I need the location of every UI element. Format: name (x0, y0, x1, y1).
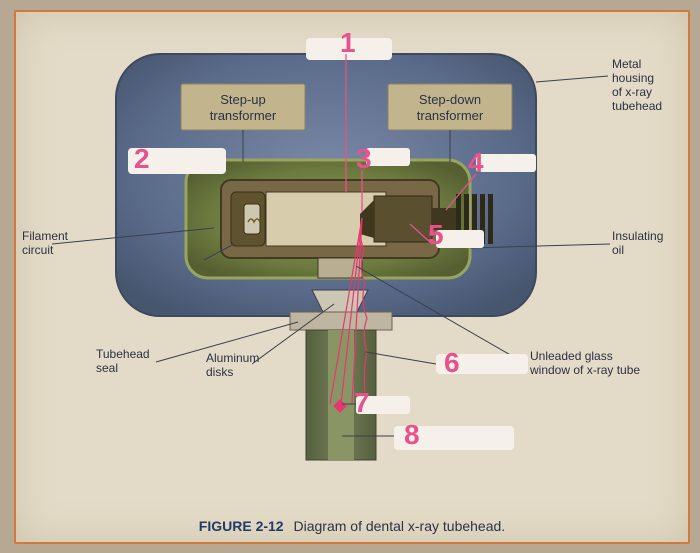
annot-7: 7 (354, 387, 370, 418)
anode-block (374, 196, 432, 242)
diagram-svg: Metal housing of x-ray tubehead Step-up … (16, 12, 688, 482)
step-down-box (388, 84, 512, 130)
label-insulating-l1: Insulating (612, 229, 663, 243)
label-aluminum-l2: disks (206, 365, 233, 379)
figure-caption: FIGURE 2-12 Diagram of dental x-ray tube… (16, 518, 688, 534)
label-aluminum-l1: Aluminum (206, 351, 259, 365)
figure-frame: Metal housing of x-ray tubehead Step-up … (14, 10, 690, 544)
label-metal-housing-l4: tubehead (612, 99, 662, 113)
tubehead-seal (290, 312, 392, 330)
caption-text: Diagram of dental x-ray tubehead. (294, 518, 506, 534)
caption-prefix: FIGURE 2-12 (199, 518, 284, 534)
annot-6: 6 (444, 347, 460, 378)
annot-2: 2 (134, 143, 150, 174)
mask-3a (366, 148, 410, 166)
step-up-label-l2: transformer (210, 108, 277, 123)
label-metal-housing-l3: of x-ray (612, 85, 652, 99)
label-filament-l2: circuit (22, 243, 54, 257)
step-down-label-l2: transformer (417, 108, 484, 123)
label-unleaded-l1: Unleaded glass (530, 349, 613, 363)
annot-1: 1 (340, 27, 356, 58)
label-tubehead-l1: Tubehead (96, 347, 150, 361)
annot-5: 5 (428, 219, 444, 250)
diagram-canvas: Metal housing of x-ray tubehead Step-up … (16, 12, 688, 482)
label-metal-housing-l2: housing (612, 71, 654, 85)
label-unleaded-l2: window of x-ray tube (529, 363, 640, 377)
label-tubehead-l2: seal (96, 361, 118, 375)
label-insulating-l2: oil (612, 243, 624, 257)
step-down-label-l1: Step-down (419, 92, 481, 107)
step-up-box (181, 84, 305, 130)
label-filament-l1: Filament (22, 229, 69, 243)
label-metal-housing-l1: Metal (612, 57, 641, 71)
mask-4a (476, 154, 536, 172)
step-up-label-l1: Step-up (220, 92, 266, 107)
annot-4: 4 (468, 147, 484, 178)
annot-3: 3 (356, 143, 372, 174)
annot-8: 8 (404, 419, 420, 450)
